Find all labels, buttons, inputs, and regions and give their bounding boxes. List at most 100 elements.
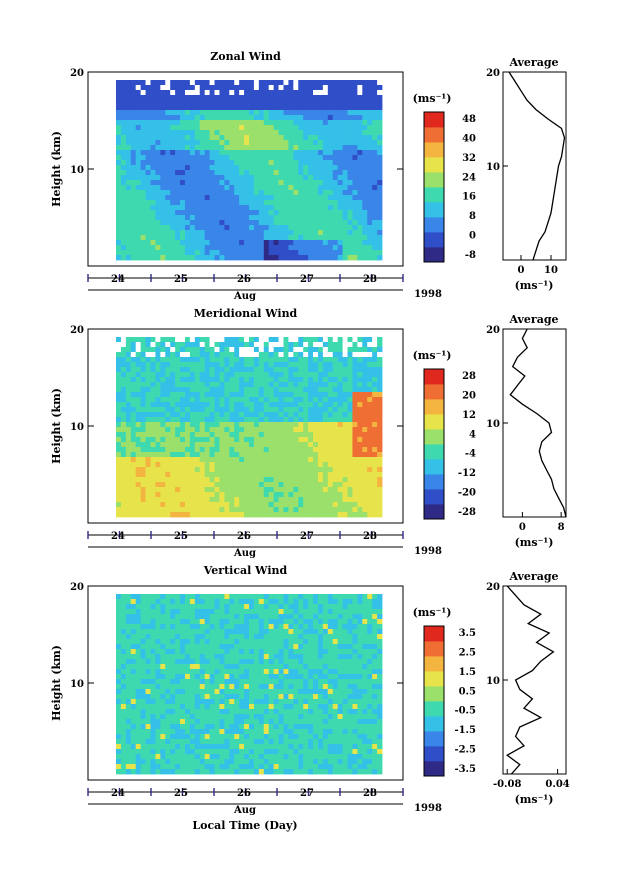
- heatmap-cell: [258, 634, 265, 640]
- heatmap-cell: [273, 190, 279, 196]
- heatmap-cell: [204, 215, 210, 221]
- heatmap-0: [116, 80, 383, 261]
- heatmap-cell: [283, 155, 289, 161]
- heatmap-cell: [229, 240, 235, 246]
- heatmap-cell: [327, 492, 334, 498]
- heatmap-cell: [263, 472, 270, 478]
- heatmap-cell: [268, 357, 275, 363]
- heatmap-cell: [234, 377, 240, 383]
- heatmap-cell: [120, 649, 127, 655]
- heatmap-cell: [357, 512, 363, 518]
- heatmap-cell: [165, 599, 171, 605]
- heatmap-cell: [189, 639, 196, 645]
- heatmap-cell: [194, 145, 201, 151]
- heatmap-cell: [258, 255, 265, 261]
- heatmap-cell: [253, 679, 260, 685]
- heatmap-cell: [352, 512, 358, 518]
- heatmap-cell: [120, 492, 127, 498]
- heatmap-cell: [327, 594, 334, 600]
- heatmap-cell: [125, 95, 132, 101]
- heatmap-cell: [322, 125, 329, 131]
- heatmap-cell: [130, 85, 137, 91]
- heatmap-cell: [372, 674, 378, 680]
- heatmap-cell: [362, 362, 368, 368]
- heatmap-cell: [337, 669, 343, 675]
- heatmap-cell: [145, 442, 151, 448]
- heatmap-cell: [150, 427, 156, 433]
- heatmap-cell: [209, 609, 215, 615]
- heatmap-cell: [170, 452, 176, 458]
- heatmap-cell: [165, 437, 171, 443]
- heatmap-cell: [253, 402, 260, 408]
- heatmap-cell: [372, 377, 378, 383]
- heatmap-cell: [189, 165, 196, 171]
- heatmap-cell: [298, 342, 304, 348]
- heatmap-cell: [135, 392, 142, 398]
- heatmap-cell: [219, 462, 225, 468]
- heatmap-cell: [337, 240, 343, 246]
- colorbar-tick-label: 12: [462, 410, 476, 421]
- heatmap-cell: [150, 442, 156, 448]
- heatmap-cell: [268, 145, 275, 151]
- heatmap-cell: [258, 100, 265, 106]
- heatmap-cell: [239, 462, 245, 468]
- heatmap-cell: [239, 467, 245, 473]
- heatmap-cell: [283, 165, 289, 171]
- heatmap-cell: [327, 165, 334, 171]
- heatmap-cell: [165, 90, 171, 96]
- heatmap-cell: [253, 472, 260, 478]
- heatmap-cell: [327, 150, 334, 156]
- heatmap-cell: [263, 210, 270, 216]
- heatmap-cell: [263, 135, 270, 141]
- heatmap-cell: [145, 175, 151, 181]
- heatmap-cell: [337, 392, 343, 398]
- heatmap-cell: [317, 150, 324, 156]
- heatmap-cell: [268, 497, 275, 503]
- heatmap-cell: [253, 604, 260, 610]
- heatmap-cell: [189, 100, 196, 106]
- heatmap-cell: [140, 377, 146, 383]
- heatmap-cell: [313, 654, 319, 660]
- heatmap-cell: [175, 377, 181, 383]
- heatmap-cell: [116, 619, 122, 625]
- heatmap-cell: [263, 170, 270, 176]
- heatmap-cell: [155, 422, 161, 428]
- heatmap-cell: [303, 502, 309, 508]
- heatmap-cell: [263, 190, 270, 196]
- heatmap-cell: [249, 397, 255, 403]
- heatmap-cell: [160, 195, 166, 201]
- heatmap-cell: [155, 85, 161, 91]
- heatmap-cell: [135, 447, 142, 453]
- heatmap-cell: [150, 220, 156, 226]
- heatmap-cell: [130, 482, 137, 488]
- heatmap-cell: [130, 357, 137, 363]
- heatmap-cell: [263, 624, 270, 630]
- heatmap-cell: [308, 145, 314, 151]
- heatmap-cell: [145, 634, 151, 640]
- heatmap-cell: [268, 457, 275, 463]
- heatmap-cell: [273, 250, 279, 256]
- heatmap-cell: [145, 512, 151, 518]
- heatmap-cell: [214, 654, 220, 660]
- heatmap-cell: [125, 145, 132, 151]
- heatmap-cell: [253, 372, 260, 378]
- heatmap-cell: [234, 245, 240, 251]
- heatmap-cell: [170, 644, 176, 650]
- heatmap-cell: [253, 180, 260, 186]
- heatmap-cell: [313, 487, 319, 493]
- heatmap-cell: [268, 634, 275, 640]
- heatmap-cell: [367, 507, 373, 513]
- heatmap-cell: [263, 347, 270, 353]
- heatmap-cell: [214, 594, 220, 600]
- heatmap-cell: [170, 659, 176, 665]
- heatmap-cell: [273, 477, 279, 483]
- heatmap-cell: [135, 412, 142, 418]
- heatmap-cell: [234, 225, 240, 231]
- heatmap-cell: [234, 100, 240, 106]
- heatmap-cell: [229, 130, 235, 136]
- heatmap-cell: [170, 387, 176, 393]
- heatmap-cell: [234, 639, 240, 645]
- heatmap-cell: [130, 220, 137, 226]
- heatmap-cell: [199, 367, 206, 373]
- heatmap-cell: [175, 130, 181, 136]
